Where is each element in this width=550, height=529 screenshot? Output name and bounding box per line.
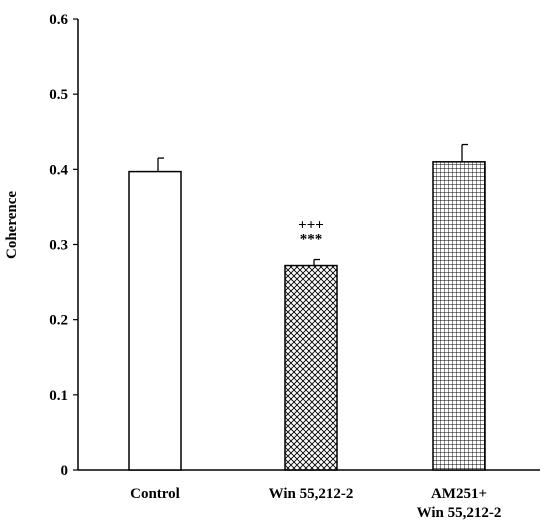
x-category-label: Control: [130, 486, 180, 502]
y-axis-label: Coherence: [4, 191, 20, 259]
y-tick-label: 0.3: [49, 238, 68, 254]
bar: [432, 161, 486, 471]
bar: [128, 170, 182, 471]
y-tick-label: 0.4: [49, 162, 68, 178]
y-tick-label: 0: [61, 463, 69, 479]
y-tick-label: 0.6: [49, 12, 68, 28]
y-tick-label: 0.5: [49, 87, 68, 103]
x-category-label: Win 55,212-2: [269, 486, 354, 502]
significance-annotation: ***: [300, 232, 323, 248]
y-tick-label: 0.1: [49, 388, 68, 404]
x-category-label: Win 55,212-2: [417, 505, 502, 521]
plot-area: 0 0.1 0.2 0.3 0.4 0.5 0.6 Control Win 55,212-2 AM…: [49, 12, 540, 521]
x-category-label: AM251+: [431, 486, 487, 502]
significance-annotation: +++: [298, 218, 324, 234]
bar: [284, 264, 338, 471]
y-tick-label: 0.2: [49, 313, 68, 329]
